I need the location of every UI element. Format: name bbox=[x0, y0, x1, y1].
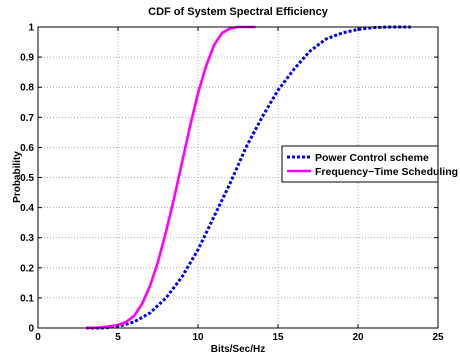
x-axis-label: Bits/Sec/Hz bbox=[211, 344, 265, 355]
y-tick-label: 0.5 bbox=[20, 173, 34, 184]
x-tick-label: 25 bbox=[432, 332, 444, 343]
y-tick-label: 1 bbox=[28, 23, 34, 34]
y-tick-label: 0 bbox=[28, 324, 34, 335]
legend-label-2: Frequency−Time Scheduling bbox=[315, 166, 458, 178]
y-tick-label: 0.3 bbox=[20, 233, 34, 244]
x-tick-label: 5 bbox=[115, 332, 121, 343]
x-tick-label: 15 bbox=[272, 332, 284, 343]
series-line-2 bbox=[85, 25, 256, 330]
legend-label-1: Power Control scheme bbox=[315, 152, 429, 164]
y-tick-label: 0.2 bbox=[20, 263, 34, 274]
x-tick-label: 10 bbox=[192, 332, 204, 343]
y-tick-label: 0.1 bbox=[20, 293, 34, 304]
x-tick-label: 0 bbox=[35, 332, 41, 343]
y-tick-label: 0.7 bbox=[20, 113, 34, 124]
y-tick-label: 0.8 bbox=[20, 83, 34, 94]
y-tick-label: 0.4 bbox=[20, 203, 34, 214]
y-axis-label: Probability bbox=[12, 151, 23, 203]
legend: Power Control scheme Frequency−Time Sched… bbox=[281, 145, 458, 183]
series-layer bbox=[85, 25, 411, 330]
x-tick-label: 20 bbox=[352, 332, 364, 343]
chart-title: CDF of System Spectral Efficiency bbox=[148, 6, 329, 18]
legend-box bbox=[281, 145, 439, 183]
y-tick-label: 0.6 bbox=[20, 143, 34, 154]
axis-ticks: 0 5 10 15 20 25 0 0.1 0.2 0.3 0.4 0.5 0.6 0.7 0.8 0.9 1 bbox=[20, 23, 444, 344]
series-line-1 bbox=[86, 25, 411, 330]
y-tick-label: 0.9 bbox=[20, 53, 34, 64]
